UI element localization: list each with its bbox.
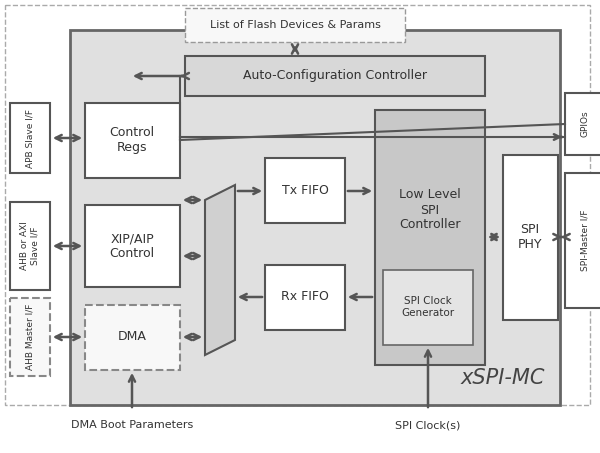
Bar <box>565 93 600 155</box>
Bar <box>10 103 50 173</box>
Text: APB Slave I/F: APB Slave I/F <box>25 109 35 168</box>
Text: Control
Regs: Control Regs <box>109 126 155 154</box>
Bar <box>5 5 590 405</box>
Bar <box>85 205 180 287</box>
Polygon shape <box>205 185 235 355</box>
Text: AHB or AXI
Slave I/F: AHB or AXI Slave I/F <box>20 222 40 270</box>
Text: SPI-Master I/F: SPI-Master I/F <box>581 209 589 271</box>
Text: List of Flash Devices & Params: List of Flash Devices & Params <box>209 20 380 30</box>
Bar <box>383 270 473 345</box>
Bar <box>70 30 560 405</box>
Bar <box>185 56 485 96</box>
Text: GPIOs: GPIOs <box>581 111 589 137</box>
Bar <box>503 155 558 320</box>
Text: DMA Boot Parameters: DMA Boot Parameters <box>71 420 193 430</box>
Bar <box>375 110 485 365</box>
Text: SPI Clock(s): SPI Clock(s) <box>395 420 461 430</box>
Bar <box>10 202 50 290</box>
Text: Tx FIFO: Tx FIFO <box>281 184 328 198</box>
Bar <box>185 8 405 42</box>
Bar <box>10 298 50 376</box>
Text: DMA: DMA <box>118 331 146 343</box>
Text: AHB Master I/F: AHB Master I/F <box>25 304 35 370</box>
Bar <box>265 158 345 223</box>
Text: Auto-Configuration Controller: Auto-Configuration Controller <box>243 69 427 82</box>
Bar <box>85 103 180 178</box>
Text: XIP/AIP
Control: XIP/AIP Control <box>109 232 155 260</box>
Text: SPI Clock
Generator: SPI Clock Generator <box>401 296 455 318</box>
Text: xSPI-MC: xSPI-MC <box>461 368 545 388</box>
Text: Rx FIFO: Rx FIFO <box>281 290 329 304</box>
Bar <box>265 265 345 330</box>
Bar <box>85 305 180 370</box>
Bar <box>565 173 600 308</box>
Text: SPI
PHY: SPI PHY <box>518 223 542 251</box>
Text: Low Level
SPI
Controller: Low Level SPI Controller <box>399 188 461 231</box>
